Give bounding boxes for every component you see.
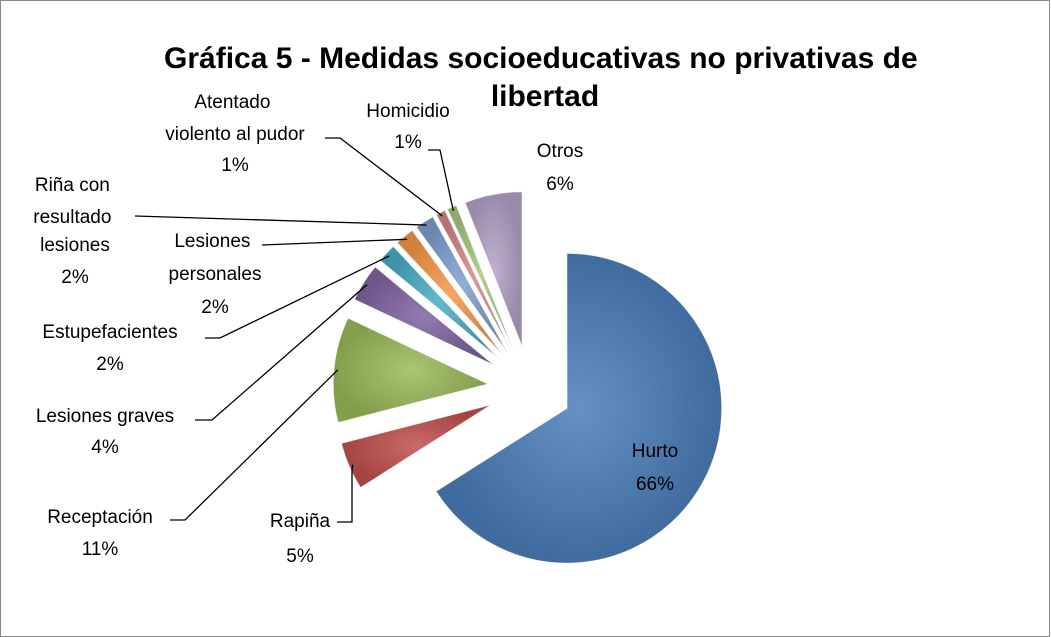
slice-label: Estupefacientes — [42, 322, 177, 343]
leader-line — [428, 149, 454, 212]
slice-label: Receptación — [47, 507, 153, 528]
slice-value-label: 6% — [546, 174, 574, 195]
slice-shade — [379, 246, 500, 360]
slice-label: Hurto — [632, 441, 678, 462]
chart-title: Gráfica 5 - Medidas socioeducativas no p… — [164, 42, 926, 113]
slice-value-label: 2% — [96, 354, 124, 375]
slice-value-label: 1% — [221, 155, 249, 176]
slice-value-label: 66% — [636, 474, 674, 495]
slice-shade — [354, 266, 495, 366]
slice-shade — [416, 216, 508, 353]
slice-label: Lesiones graves — [36, 406, 174, 427]
leader-line — [134, 215, 427, 226]
slice-label: Riña con resultado lesiones — [33, 175, 116, 256]
slice-label: Rapiña — [270, 511, 331, 532]
slice-label: Lesiones personales — [169, 231, 262, 285]
slice-value-label: 2% — [201, 297, 229, 318]
slice-value-label: 5% — [286, 546, 314, 567]
leader-line — [325, 137, 443, 217]
leader-line — [337, 464, 354, 523]
slice-label: Atentado violento al pudor — [165, 92, 305, 145]
slice-shade — [436, 210, 511, 351]
slice-shade — [397, 230, 504, 356]
slice-shade — [465, 191, 523, 347]
slice-shade — [341, 404, 492, 488]
slice-shade — [435, 253, 722, 564]
slice-value-label: 1% — [394, 132, 422, 153]
leader-line — [205, 255, 390, 339]
leader-line — [170, 369, 339, 521]
leader-line — [195, 284, 368, 421]
slice-value-label: 2% — [61, 267, 89, 288]
slice-value-label: 4% — [91, 437, 119, 458]
slice-shade — [447, 205, 514, 350]
slice-label: Homicidio — [366, 101, 449, 122]
leader-line — [261, 238, 408, 246]
slice-shade — [333, 318, 489, 423]
slice-value-label: 11% — [82, 539, 119, 560]
slice-label: Otros — [537, 141, 583, 162]
